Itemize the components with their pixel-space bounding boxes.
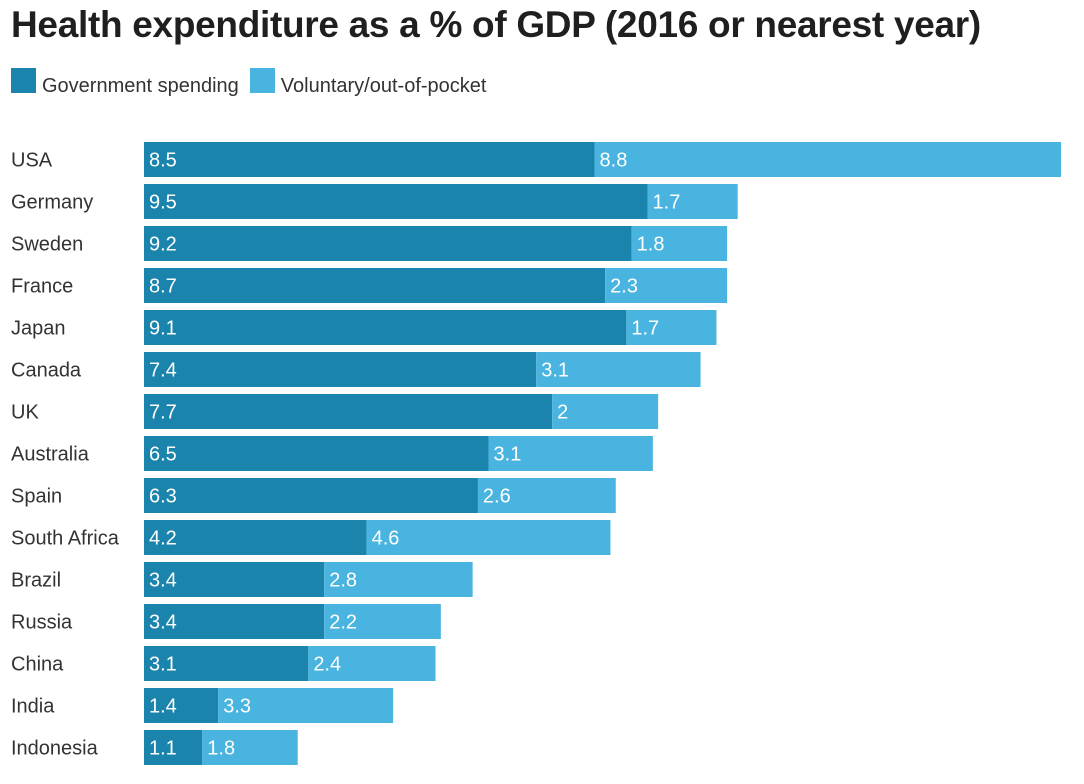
value-label-voluntary: 3.1 [494, 444, 522, 466]
value-label-government: 3.4 [149, 612, 177, 634]
chart-title: Health expenditure as a % of GDP (2016 o… [11, 4, 981, 45]
legend-label-government: Government spending [42, 75, 239, 97]
bar-voluntary [552, 394, 659, 429]
category-label: Japan [11, 318, 66, 340]
legend-label-voluntary: Voluntary/out-of-pocket [280, 75, 487, 97]
legend-item-government: Government spending [11, 68, 239, 97]
value-label-government: 3.4 [149, 570, 177, 592]
value-label-government: 1.1 [149, 738, 177, 760]
bar-voluntary [202, 730, 298, 765]
category-label: Canada [11, 360, 82, 382]
value-label-voluntary: 2.4 [313, 654, 341, 676]
value-label-voluntary: 3.3 [223, 696, 251, 718]
bar-row-china: China 3.1 2.4 [11, 646, 436, 681]
bar-government [144, 520, 367, 555]
bar-government [144, 184, 648, 219]
value-label-government: 9.2 [149, 234, 177, 256]
category-label: China [11, 654, 64, 676]
bar-voluntary [324, 604, 441, 639]
value-label-voluntary: 1.7 [631, 318, 659, 340]
value-label-government: 7.4 [149, 360, 177, 382]
bar-voluntary [324, 562, 473, 597]
category-label: Sweden [11, 234, 83, 256]
value-label-government: 9.5 [149, 192, 177, 214]
bar-government [144, 604, 325, 639]
bar-row-russia: Russia 3.4 2.2 [11, 604, 441, 639]
value-label-government: 7.7 [149, 402, 177, 424]
value-label-voluntary: 4.6 [372, 528, 400, 550]
bar-government [144, 310, 627, 345]
bar-row-australia: Australia 6.5 3.1 [11, 436, 653, 471]
bar-government [144, 352, 537, 387]
bar-voluntary [536, 352, 701, 387]
legend-item-voluntary: Voluntary/out-of-pocket [249, 68, 486, 97]
bar-voluntary [477, 478, 616, 513]
legend-swatch-voluntary [249, 68, 275, 93]
bar-government [144, 226, 632, 261]
value-label-government: 1.4 [149, 696, 177, 718]
value-label-government: 3.1 [149, 654, 177, 676]
bar-voluntary [308, 646, 436, 681]
value-label-government: 6.3 [149, 486, 177, 508]
value-label-government: 8.7 [149, 276, 177, 298]
bar-row-japan: Japan 9.1 1.7 [11, 310, 717, 345]
category-label: Germany [11, 192, 93, 214]
bar-voluntary [626, 310, 717, 345]
category-label: UK [11, 402, 39, 424]
value-label-voluntary: 1.8 [637, 234, 665, 256]
category-label: Brazil [11, 570, 61, 592]
category-label: Russia [11, 612, 73, 634]
bar-row-france: France 8.7 2.3 [11, 268, 728, 303]
bar-row-sweden: Sweden 9.2 1.8 [11, 226, 728, 261]
bar-row-indonesia: Indonesia 1.1 1.8 [11, 730, 298, 765]
bar-government [144, 478, 478, 513]
category-label: Spain [11, 486, 62, 508]
bar-voluntary [594, 142, 1061, 177]
value-label-voluntary: 2 [557, 402, 568, 424]
category-label: India [11, 696, 55, 718]
value-label-voluntary: 2.8 [329, 570, 357, 592]
bar-row-germany: Germany 9.5 1.7 [11, 184, 738, 219]
value-label-voluntary: 8.8 [600, 150, 628, 172]
category-label: Australia [11, 444, 90, 466]
category-label: USA [11, 150, 53, 172]
bar-row-uk: UK 7.7 2 [11, 394, 659, 429]
bar-government [144, 688, 219, 723]
category-label: France [11, 276, 73, 298]
bar-voluntary [605, 268, 728, 303]
bar-government [144, 394, 553, 429]
value-label-voluntary: 2.6 [483, 486, 511, 508]
bar-row-south-africa: South Africa 4.2 4.6 [11, 520, 611, 555]
bar-voluntary [647, 184, 738, 219]
legend-swatch-government [11, 68, 36, 93]
bar-voluntary [488, 436, 653, 471]
value-label-government: 8.5 [149, 150, 177, 172]
bar-row-spain: Spain 6.3 2.6 [11, 478, 616, 513]
bar-row-canada: Canada 7.4 3.1 [11, 352, 701, 387]
legend: Government spending Voluntary/out-of-poc… [11, 68, 497, 97]
value-label-voluntary: 2.3 [610, 276, 638, 298]
value-label-voluntary: 1.7 [653, 192, 681, 214]
value-label-voluntary: 1.8 [207, 738, 235, 760]
bar-row-india: India 1.4 3.3 [11, 688, 394, 723]
bar-voluntary [366, 520, 611, 555]
bar-voluntary [631, 226, 728, 261]
bar-government [144, 142, 595, 177]
category-label: South Africa [11, 528, 120, 550]
bar-row-usa: USA 8.5 8.8 [11, 142, 1061, 177]
bar-government [144, 268, 606, 303]
value-label-government: 6.5 [149, 444, 177, 466]
bar-government [144, 646, 309, 681]
category-label: Indonesia [11, 738, 99, 760]
value-label-voluntary: 3.1 [541, 360, 569, 382]
bar-government [144, 436, 489, 471]
bar-row-brazil: Brazil 3.4 2.8 [11, 562, 473, 597]
value-label-government: 9.1 [149, 318, 177, 340]
bar-government [144, 730, 203, 765]
bar-voluntary [218, 688, 394, 723]
bar-government [144, 562, 325, 597]
value-label-government: 4.2 [149, 528, 177, 550]
value-label-voluntary: 2.2 [329, 612, 357, 634]
